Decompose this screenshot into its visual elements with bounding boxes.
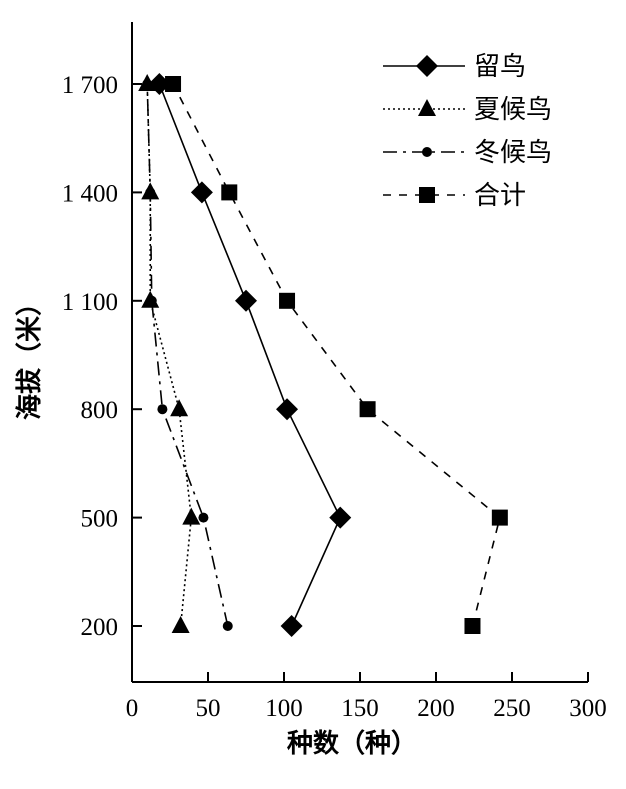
legend-marker	[422, 147, 432, 157]
data-point	[329, 506, 352, 529]
x-axis-title: 种数（种）	[287, 729, 417, 759]
x-tick-label: 250	[493, 695, 531, 722]
data-point	[142, 79, 153, 89]
data-point	[198, 512, 209, 523]
data-point	[279, 292, 296, 309]
series-line	[158, 83, 342, 627]
x-tick-label: 50	[196, 695, 221, 722]
y-tick-label: 1 700	[62, 72, 118, 99]
x-tick-label: 0	[126, 695, 139, 722]
data-point	[464, 618, 481, 634]
data-point	[165, 76, 182, 92]
series-2	[138, 74, 201, 633]
x-tick-label: 200	[417, 695, 455, 722]
data-point	[190, 181, 213, 204]
series-layer	[138, 73, 508, 637]
x-tick-label: 300	[569, 695, 607, 722]
legend-marker	[418, 99, 436, 116]
legend-label: 合计	[474, 181, 526, 211]
series-3	[142, 79, 233, 631]
y-tick-label: 800	[81, 397, 119, 424]
series-4	[165, 76, 508, 634]
legend-entry: 合计	[383, 181, 526, 211]
legend-label: 夏候鸟	[474, 95, 552, 125]
data-point	[146, 295, 157, 306]
data-point	[222, 621, 233, 631]
legend-label: 冬候鸟	[474, 138, 552, 168]
x-tick-label: 100	[265, 695, 303, 722]
data-point	[276, 398, 299, 421]
data-point	[182, 507, 201, 525]
y-tick-label: 1 400	[62, 180, 118, 207]
data-point	[491, 509, 508, 526]
data-point	[221, 184, 238, 201]
series-line	[146, 83, 229, 627]
data-point	[235, 289, 257, 312]
data-point	[157, 404, 168, 415]
x-tick-label: 150	[341, 695, 379, 722]
legend-entry: 留鸟	[383, 52, 526, 82]
legend-label: 留鸟	[474, 52, 526, 82]
data-point	[145, 187, 156, 198]
legend-entry: 夏候鸟	[383, 95, 552, 125]
legend-marker	[419, 187, 435, 203]
data-point	[359, 401, 376, 418]
series-1	[148, 73, 352, 637]
legend-marker	[416, 55, 438, 77]
series-line	[146, 83, 193, 627]
legend-entry: 冬候鸟	[383, 138, 552, 168]
axes: 0 50 100 150 200 250 300 200 500 800 1 100 1 400 1 7…	[62, 22, 607, 722]
y-axis-title: 海拔（米）	[15, 290, 45, 420]
data-point	[171, 616, 190, 633]
series-line	[172, 83, 501, 627]
data-point	[170, 399, 189, 417]
y-tick-label: 1 100	[62, 289, 118, 316]
y-tick-label: 500	[81, 506, 119, 533]
data-point	[280, 615, 303, 637]
y-tick-label: 200	[81, 614, 119, 641]
